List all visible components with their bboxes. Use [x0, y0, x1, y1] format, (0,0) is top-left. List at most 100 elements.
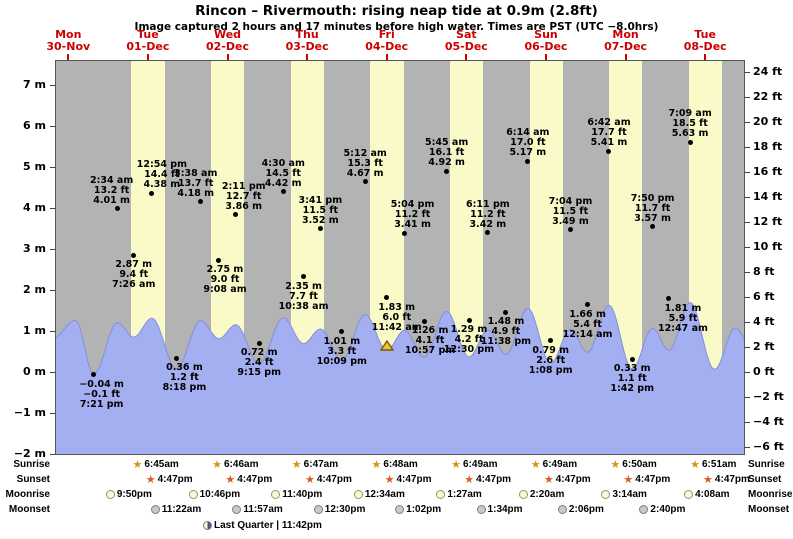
sunset-star-icon: ★	[304, 473, 315, 486]
moonset-row-label-left: Moonset	[8, 504, 50, 515]
tide-label-line: 1:08 pm	[528, 364, 573, 376]
tide-point-dot	[567, 227, 573, 233]
tide-point-dot	[256, 340, 262, 346]
sunrise-entry: ★ 6:46am	[212, 458, 258, 471]
y-axis-label-ft: 4 ft	[753, 315, 775, 328]
tide-label-line: −0.1 ft	[83, 388, 121, 400]
sunrise-time: 6:49am	[463, 459, 498, 470]
y-axis-label-m: 3 m	[23, 242, 46, 255]
y-axis-tick-right	[745, 247, 750, 249]
tide-label-line: 1.2 ft	[170, 372, 199, 384]
tide-label-line: 6:42 am	[587, 117, 631, 129]
y-axis-tick-left	[50, 331, 55, 332]
tide-label-line: 5:45 am	[424, 137, 469, 149]
tide-label-line: 1.66 m	[569, 308, 606, 320]
sunrise-entry: ★ 6:49am	[531, 458, 577, 471]
tide-point-label: 2:11 pm 12.7 ft 3.86 m	[212, 181, 276, 212]
tide-point-dot	[149, 190, 155, 196]
sunset-time: 4:47pm	[396, 474, 432, 485]
tide-point-dot	[650, 224, 656, 230]
tide-point-label: 0.72 m 2.4 ft 9:15 pm	[227, 348, 291, 378]
tide-point-label: 1.66 m 5.4 ft 12:14 am	[556, 308, 620, 340]
moonset-moon-icon	[557, 505, 567, 514]
day-label-date: 07-Dec	[604, 40, 648, 53]
y-axis-tick-right	[745, 272, 750, 274]
y-axis-tick-left	[50, 290, 55, 291]
tide-area-fill	[56, 302, 744, 454]
moonrise-time: 9:50pm	[116, 489, 152, 500]
day-label-date: 06-Dec	[524, 40, 568, 53]
tide-label-line: 0.33 m	[613, 363, 651, 375]
y-axis-tick-right	[745, 72, 750, 74]
sunrise-entry: ★ 6:45am	[132, 458, 178, 471]
tide-label-line: 11.2 ft	[394, 209, 431, 221]
tide-point-label: 7:09 am 18.5 ft 5.63 m	[658, 109, 722, 139]
day-label-name: Mon	[55, 28, 82, 41]
y-axis-label-ft: −2 ft	[753, 389, 784, 403]
tide-point-label: 0.79 m 2.6 ft 1:08 pm	[519, 345, 583, 376]
moon-phase-label: Last Quarter | 11:42pm	[214, 520, 322, 531]
day-label-name: Sat	[456, 28, 477, 41]
tide-point-dot	[444, 168, 450, 174]
tide-label-line: 4:30 am	[261, 157, 305, 169]
tide-label-line: 12:54 pm	[136, 159, 187, 171]
y-axis-label-ft: −6 ft	[753, 439, 784, 453]
tide-label-line: 8:18 pm	[162, 382, 207, 394]
tide-point-dot	[91, 372, 97, 378]
y-axis-tick-right	[745, 421, 750, 423]
tide-label-line: 17.7 ft	[591, 127, 627, 139]
tide-label-line: 4.92 m	[428, 157, 465, 169]
y-axis-tick-left	[50, 454, 55, 455]
sunrise-time: 6:48am	[383, 459, 418, 470]
y-axis-tick-left	[50, 249, 55, 250]
tide-label-line: 4.9 ft	[491, 326, 521, 338]
tide-label-line: 6:11 pm	[466, 198, 510, 210]
sunrise-row-label-right: Sunrise	[748, 459, 785, 470]
tide-point-dot	[301, 274, 307, 280]
day-label-date: 05-Dec	[444, 40, 488, 53]
tide-label-line: 7.7 ft	[289, 290, 318, 302]
tide-label-line: 17.0 ft	[510, 137, 546, 149]
tide-point-label: 2.87 m 9.4 ft 7:26 am	[102, 260, 166, 290]
tide-label-line: 14.4 ft	[144, 169, 180, 181]
tide-point-dot	[466, 317, 472, 323]
y-axis-label-m: 2 m	[23, 283, 46, 296]
tide-label-line: 5.17 m	[509, 147, 547, 159]
tide-label-line: 9:15 pm	[237, 367, 281, 379]
moonset-time: 2:40pm	[650, 504, 686, 515]
tide-label-line: 11:42 am	[371, 321, 422, 333]
tide-point-label: 7:04 pm 11.5 ft 3.49 m	[538, 196, 602, 227]
sunset-entry: ★ 4:47pm	[305, 473, 352, 486]
sunrise-time: 6:49am	[542, 459, 578, 470]
tide-point-label: 2:34 am 13.2 ft 4.01 m	[80, 175, 144, 206]
tide-label-line: 7:21 pm	[79, 398, 124, 410]
day-label-name: Tue	[694, 28, 716, 41]
moonrise-moon-icon	[436, 490, 446, 499]
tide-label-line: 5.41 m	[590, 137, 628, 149]
y-axis-label-m: 1 m	[23, 324, 46, 337]
day-tick	[465, 54, 468, 60]
tide-label-line: 4.01 m	[93, 194, 130, 206]
sunrise-star-icon: ★	[451, 458, 462, 471]
sunset-entry: ★ 4:47pm	[464, 473, 511, 486]
moonrise-time: 4:08am	[695, 489, 730, 500]
y-axis-label-m: 4 m	[23, 201, 46, 214]
tide-label-line: 1.01 m	[323, 335, 361, 347]
y-axis-label-ft: 16 ft	[753, 165, 783, 179]
sunset-star-icon: ★	[703, 473, 713, 486]
sunset-row-label-left: Sunset	[16, 474, 50, 485]
moonrise-time: 12:34am	[364, 489, 405, 500]
sunrise-entry: ★ 6:48am	[371, 458, 417, 471]
moonrise-time: 10:46pm	[199, 489, 241, 500]
tide-label-line: 18.5 ft	[672, 118, 708, 130]
moonset-moon-icon	[313, 505, 323, 514]
tide-label-line: 15.3 ft	[347, 157, 383, 169]
sunrise-star-icon: ★	[132, 458, 143, 471]
tide-label-line: 1.48 m	[487, 316, 525, 328]
moonrise-moon-icon	[353, 490, 363, 499]
y-axis-label-ft: 14 ft	[753, 190, 783, 204]
moonset-moon-icon	[232, 505, 242, 514]
tide-label-line: 2.6 ft	[536, 354, 566, 366]
y-axis-tick-right	[745, 172, 750, 174]
tide-point-label: 6:14 am 17.0 ft 5.17 m	[496, 128, 560, 158]
